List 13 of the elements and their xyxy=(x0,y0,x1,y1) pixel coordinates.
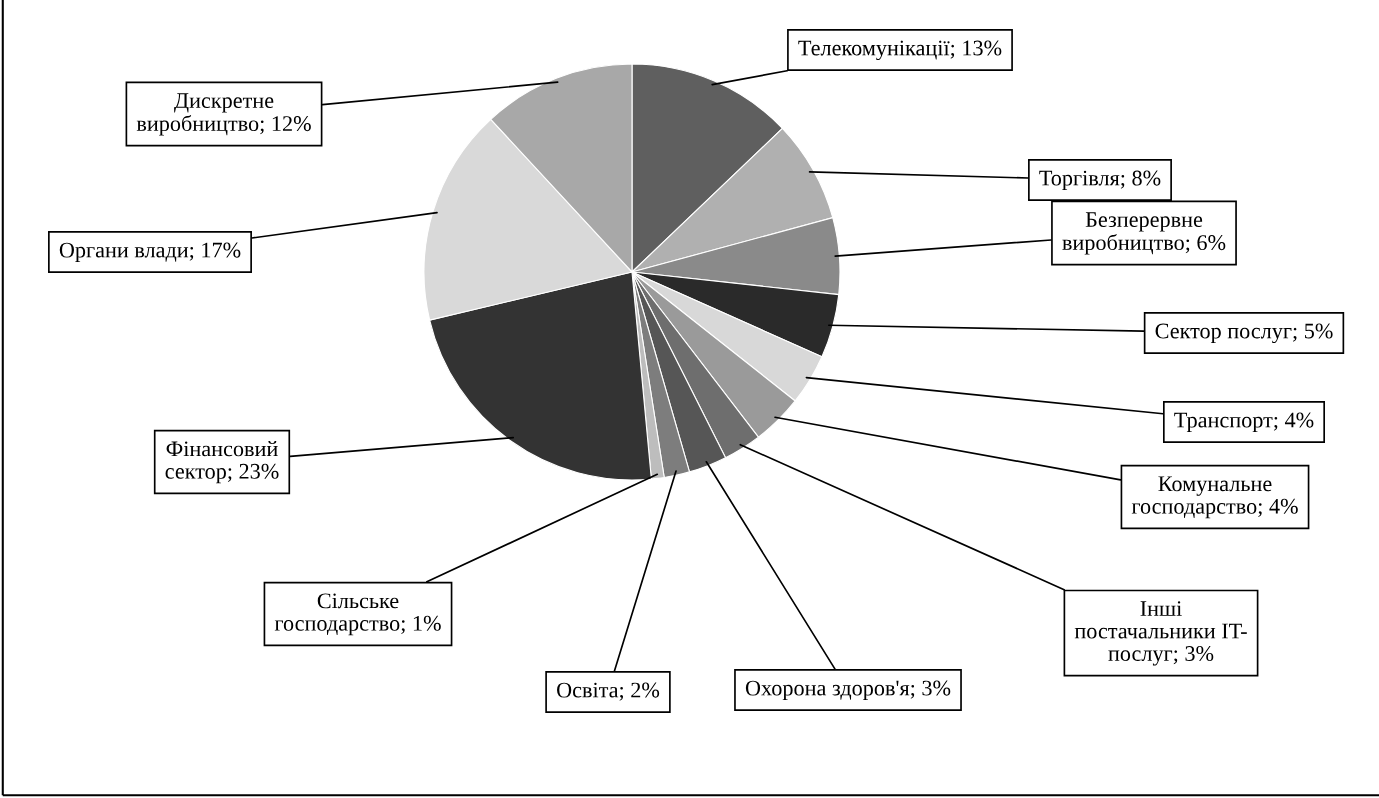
slice-label: Торгівля; 8% xyxy=(1039,170,1161,191)
slice-label: Комунальне господарство; 4% xyxy=(1131,476,1298,519)
slice-label: Дискретне виробництво; 12% xyxy=(136,93,311,136)
slice-label: Органи влади; 17% xyxy=(59,242,241,263)
slice-label: Телекомунікації; 13% xyxy=(798,40,1002,61)
slice-label: Освіта; 2% xyxy=(557,682,660,701)
slice-label: Інші постачальники IT- послуг; 3% xyxy=(1074,601,1247,666)
slice-label: Фінансовий сектор; 23% xyxy=(165,440,279,484)
slice-label: Безперервне виробництво; 6% xyxy=(1062,212,1226,255)
slice-label: Транспорт; 4% xyxy=(1174,412,1314,433)
slice-label: Сільське господарство; 1% xyxy=(274,593,441,636)
slice-label: Охорона здоров'я; 3% xyxy=(745,680,951,701)
slice-label: Сектор послуг; 5% xyxy=(1155,323,1333,344)
